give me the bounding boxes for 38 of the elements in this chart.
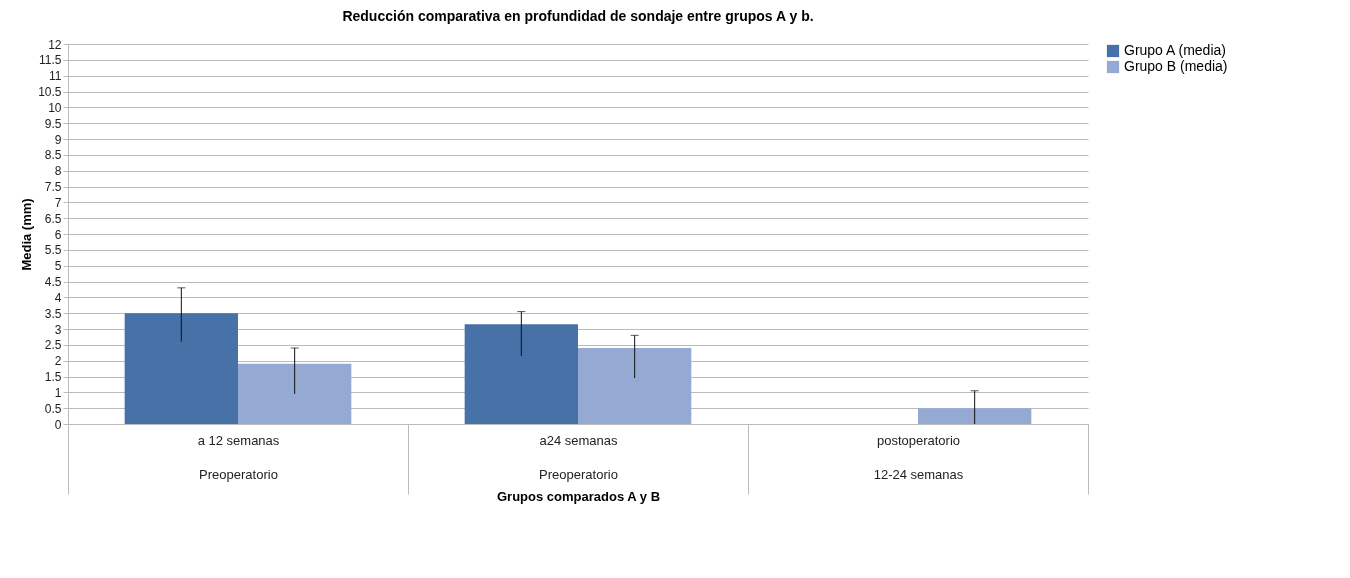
y-axis-title: Media (mm) [19,198,35,271]
x-axis-title: Grupos comparados A y B [496,489,661,504]
y-tick-label: 2.5 [44,338,62,353]
y-tick-label: 2 [54,354,62,369]
y-tick-label: 7 [54,195,62,210]
y-tick-label: 12 [48,37,62,52]
y-tick-label: 9.5 [44,116,62,131]
y-tick-label: 1.5 [44,370,62,384]
y-tick-label: 4.5 [44,275,62,289]
category-label: postoperatorio 12-24 semanas [873,432,964,482]
y-tick-label: 5.5 [44,243,62,258]
y-tick-label: 6 [54,227,62,242]
y-tick-label: 4 [54,290,62,305]
bar [464,324,578,424]
bar [918,408,1032,424]
y-tick-label: 7.5 [44,180,62,194]
y-tick-label: 5 [54,259,62,274]
bar [238,363,352,424]
chart-title: Reducción comparativa en profundidad de sondaje entre grupos A y b. [342,8,814,24]
y-tick-label: 11 [49,69,62,84]
bar [578,348,692,424]
legend-label: Grupo A (media) [1124,42,1226,58]
category-label: a 12 semanas Preoperatorio [197,432,280,482]
y-tick-label: 9 [54,132,62,147]
y-tick-label: 8 [54,164,62,179]
y-tick-label: 3 [54,322,62,337]
legend-label: Grupo B (media) [1124,58,1228,74]
y-tick-label: 6.5 [44,211,62,226]
y-tick-label: 0.5 [44,401,62,416]
y-tick-label: 1 [54,385,62,400]
y-tick-label: 3.5 [44,306,62,321]
y-tick-label: 0 [54,417,62,432]
category-label: a24 semanas Preoperatorio [539,432,618,482]
y-tick-label: 11.5 [39,53,62,68]
y-tick-label: 8.5 [44,148,62,163]
bar [124,313,238,424]
y-tick-label: 10.5 [38,85,62,99]
y-tick-label: 10 [48,100,62,115]
